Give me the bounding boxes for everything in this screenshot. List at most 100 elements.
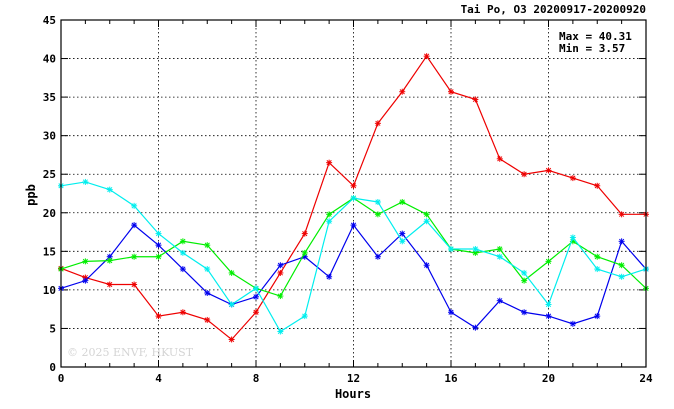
data-point: [521, 171, 528, 178]
data-point: [106, 186, 113, 193]
watermark: © 2025 ENVF, HKUST: [67, 346, 194, 359]
data-point: [179, 309, 186, 316]
data-point: [399, 88, 406, 95]
data-point: [277, 262, 284, 269]
data-point: [131, 202, 138, 209]
x-tick-label: 8: [253, 372, 260, 385]
data-point: [301, 313, 308, 320]
data-point: [618, 211, 625, 218]
data-point: [423, 211, 430, 218]
data-point: [594, 253, 601, 260]
data-point: [374, 120, 381, 127]
data-point: [521, 269, 528, 276]
data-point: [155, 313, 162, 320]
data-point: [496, 155, 503, 162]
y-tick-label: 20: [43, 207, 56, 220]
data-point: [399, 198, 406, 205]
data-point: [204, 242, 211, 249]
min-label: Min = 3.57: [559, 42, 625, 55]
data-point: [448, 309, 454, 316]
data-point: [228, 301, 235, 308]
data-point: [277, 269, 284, 276]
plot-frame: [60, 19, 647, 368]
data-point: [326, 211, 333, 218]
y-axis-label: ppb: [24, 184, 38, 206]
data-point: [594, 313, 601, 320]
data-point: [569, 234, 576, 241]
x-tick-label: 12: [347, 372, 360, 385]
series-1: [58, 53, 649, 343]
data-point: [374, 198, 381, 205]
data-point: [131, 222, 138, 229]
data-point: [82, 258, 89, 265]
data-point: [301, 230, 308, 237]
data-point: [423, 262, 430, 269]
data-point: [472, 246, 479, 253]
data-point: [569, 320, 576, 327]
data-point: [82, 277, 89, 284]
data-point: [545, 313, 552, 320]
y-tick-label: 0: [49, 361, 56, 374]
data-point: [82, 178, 89, 185]
data-point: [594, 182, 601, 189]
data-point: [204, 266, 211, 273]
x-axis-label: Hours: [335, 387, 371, 401]
data-point: [277, 293, 284, 300]
data-point: [448, 246, 454, 253]
data-point: [179, 266, 186, 273]
y-tick-label: 45: [43, 14, 56, 27]
y-tick-label: 15: [43, 245, 56, 258]
data-point: [204, 289, 211, 296]
data-point: [106, 281, 113, 288]
x-tick-label: 24: [639, 372, 653, 385]
data-point: [618, 262, 625, 269]
data-point: [253, 293, 259, 300]
data-point: [204, 316, 211, 323]
data-point: [228, 269, 235, 276]
y-tick-label: 10: [43, 284, 56, 297]
x-tick-label: 16: [444, 372, 458, 385]
data-point: [131, 253, 138, 260]
x-tick-label: 0: [58, 372, 65, 385]
y-tick-labels: 0 5 10 15 20 25 30 35 40 45: [43, 14, 56, 374]
data-point: [179, 238, 186, 245]
data-point: [131, 281, 138, 288]
x-tick-label: 20: [542, 372, 555, 385]
data-point: [106, 257, 113, 264]
data-point: [155, 242, 162, 249]
max-label: Max = 40.31: [559, 30, 632, 43]
data-point: [496, 246, 503, 253]
data-point: [350, 222, 357, 229]
data-point: [350, 182, 357, 189]
data-point: [277, 328, 284, 335]
data-point: [521, 277, 528, 284]
data-point: [545, 258, 552, 265]
x-tick-label: 4: [155, 372, 162, 385]
y-tick-label: 40: [43, 53, 56, 66]
x-tick-labels: 0 4 8 12 16 20 24: [58, 372, 653, 385]
data-point: [228, 336, 235, 343]
data-point: [545, 301, 552, 308]
data-point: [472, 96, 479, 103]
data-point: [179, 249, 186, 256]
data-point: [374, 253, 381, 260]
data-point: [399, 230, 406, 237]
data-point: [569, 175, 576, 182]
y-tick-label: 5: [49, 322, 56, 335]
data-point: [521, 309, 528, 316]
data-point: [448, 88, 454, 95]
series-group: [58, 53, 649, 343]
data-point: [301, 249, 308, 256]
data-point: [326, 273, 333, 280]
data-point: [423, 53, 430, 60]
data-point: [253, 285, 259, 292]
data-point: [350, 195, 357, 202]
data-point: [374, 211, 381, 218]
data-point: [155, 253, 162, 260]
data-point: [594, 266, 601, 273]
data-point: [326, 159, 333, 166]
data-point: [155, 230, 162, 237]
data-point: [545, 167, 552, 174]
data-point: [618, 273, 625, 280]
